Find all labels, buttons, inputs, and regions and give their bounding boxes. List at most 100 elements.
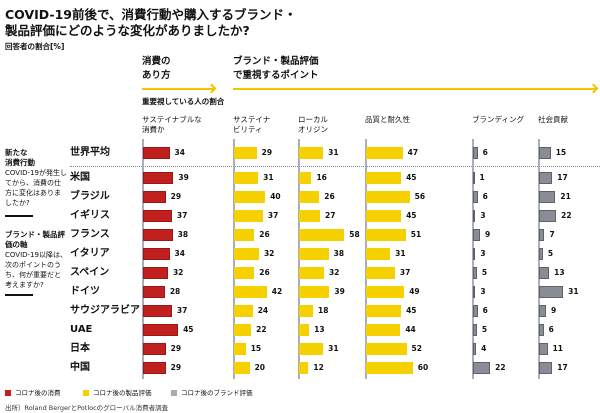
data-label: 45 (183, 325, 194, 334)
bar (539, 343, 548, 355)
data-label: 60 (417, 363, 429, 372)
data-label: 22 (561, 211, 572, 220)
data-label: 37 (176, 306, 188, 315)
row-label: 世界平均 (70, 147, 110, 158)
bar (366, 172, 402, 184)
arrow-consumption (142, 88, 214, 90)
data-label: 29 (170, 344, 182, 353)
bar (539, 172, 553, 184)
row-label: UAE (70, 324, 93, 335)
data-label: 7 (549, 230, 555, 239)
bar (366, 362, 413, 374)
bar (234, 248, 259, 260)
row-label: スペイン (70, 267, 110, 278)
row-label: 米国 (70, 172, 90, 183)
data-label: 32 (328, 268, 340, 277)
bar (366, 267, 395, 279)
data-label: 31 (395, 249, 406, 258)
data-label: 32 (263, 249, 275, 258)
column-header: サステイナブルな 消費か (142, 115, 202, 134)
data-label: 5 (547, 249, 554, 258)
bar (143, 210, 172, 222)
bar (234, 362, 250, 374)
bar (143, 248, 170, 260)
bar (539, 286, 564, 298)
data-label: 31 (328, 344, 339, 353)
data-label: 29 (170, 363, 182, 372)
column-axis (538, 139, 540, 379)
data-label: 15 (250, 344, 262, 353)
bar (539, 191, 556, 203)
data-label: 24 (257, 306, 269, 315)
bar (299, 210, 321, 222)
bar (366, 229, 406, 241)
data-label: 45 (406, 211, 417, 220)
side-note-2-text: COVID-19以降は、次のポイントのうち、何が重要だと考えますか? (5, 251, 67, 289)
legend-swatch (5, 390, 11, 396)
data-label: 44 (405, 325, 416, 334)
data-label: 9 (485, 230, 491, 239)
bar (234, 286, 267, 298)
bar (299, 147, 324, 159)
data-label: 6 (482, 306, 488, 315)
column-header: 社会貢献 (538, 115, 568, 124)
data-label: 39 (178, 173, 189, 182)
bar (299, 305, 314, 317)
bar (473, 248, 476, 260)
bar (366, 286, 405, 298)
data-label: 26 (259, 268, 270, 277)
bar (366, 324, 401, 336)
column-axis (472, 139, 474, 379)
bar (539, 305, 547, 317)
data-label: 29 (170, 192, 182, 201)
data-label: 3 (480, 211, 486, 220)
data-label: 27 (325, 211, 336, 220)
data-label: 38 (333, 249, 345, 258)
bar (473, 343, 477, 355)
data-label: 31 (568, 287, 579, 296)
column-axis (233, 139, 235, 379)
bar (299, 362, 309, 374)
data-label: 38 (177, 230, 189, 239)
data-label: 4 (481, 344, 487, 353)
legend-item: コロナ後の製品評価 (83, 388, 163, 398)
bar (234, 305, 253, 317)
data-label: 6 (482, 192, 488, 201)
bar (473, 286, 476, 298)
chart-subtitle: 重要視している人の割合 (142, 97, 225, 106)
data-label: 12 (313, 363, 324, 372)
bar (234, 324, 252, 336)
data-label: 16 (316, 173, 327, 182)
data-label: 1 (479, 173, 485, 182)
section-consumption-title: 消費の あり方 (142, 56, 171, 81)
bar (473, 229, 481, 241)
data-label: 22 (256, 325, 267, 334)
bar (234, 191, 266, 203)
bar (539, 229, 545, 241)
bar (366, 343, 407, 355)
column-header: サステイナ ビリティ (233, 115, 271, 134)
section-evaluation-title: ブランド・製品評価 で重視するポイント (233, 56, 319, 81)
data-label: 5 (481, 325, 488, 334)
data-label: 13 (554, 268, 565, 277)
bar (539, 147, 551, 159)
bar (473, 191, 478, 203)
row-label: イタリア (70, 248, 110, 259)
data-label: 3 (480, 249, 486, 258)
bar (143, 267, 168, 279)
data-label: 5 (481, 268, 488, 277)
average-separator (70, 166, 600, 167)
bar (366, 210, 402, 222)
bar (539, 267, 550, 279)
bar (143, 229, 173, 241)
bar (473, 210, 476, 222)
column-header: ブランディング (472, 115, 524, 124)
column-axis (142, 139, 144, 379)
row-label: サウジアラビア (70, 305, 140, 316)
arrowhead-icon (206, 83, 217, 94)
bar (234, 229, 255, 241)
data-label: 22 (495, 363, 506, 372)
bar (299, 229, 345, 241)
data-label: 3 (480, 287, 486, 296)
row-label: ブラジル (70, 191, 110, 202)
